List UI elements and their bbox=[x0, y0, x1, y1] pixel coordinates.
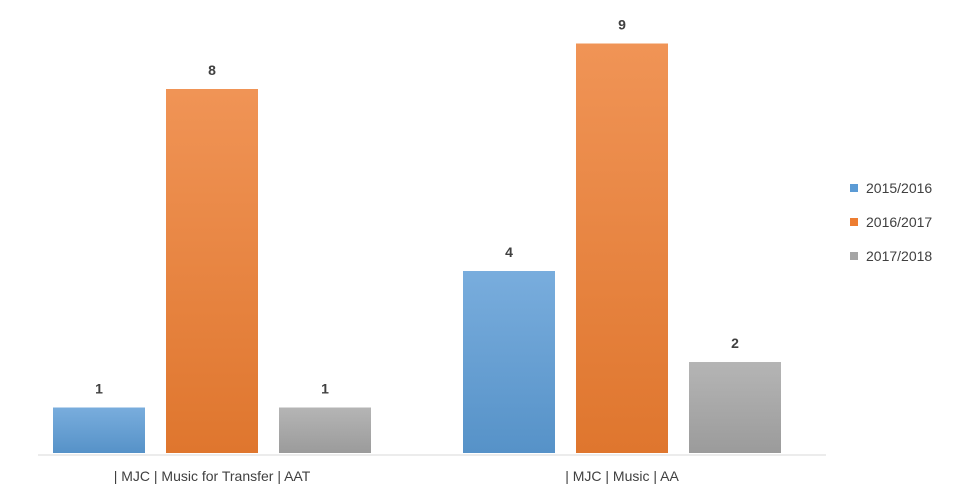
legend-label: 2016/2017 bbox=[866, 214, 933, 230]
legend-item: 2016/2017 bbox=[850, 210, 960, 234]
bar-2017-2018-group-2 bbox=[689, 362, 781, 453]
legend: 2015/2016 2016/2017 2017/2018 bbox=[850, 176, 960, 278]
data-labels-layer: 1 8 1 4 9 2 bbox=[95, 17, 739, 397]
x-tick-label: | MJC | Music | AA bbox=[565, 468, 679, 484]
bar-2015-2016-group-2 bbox=[463, 271, 555, 453]
data-label: 9 bbox=[618, 17, 626, 33]
data-label: 1 bbox=[321, 381, 329, 397]
data-label: 4 bbox=[505, 244, 513, 260]
x-tick-label: | MJC | Music for Transfer | AAT bbox=[114, 468, 311, 484]
legend-label: 2015/2016 bbox=[866, 180, 933, 196]
legend-swatch bbox=[850, 252, 858, 260]
legend-item: 2015/2016 bbox=[850, 176, 960, 200]
bar-2016-2017-group-1 bbox=[166, 89, 258, 453]
legend-swatch bbox=[850, 218, 858, 226]
data-label: 1 bbox=[95, 381, 103, 397]
bar-2015-2016-group-1 bbox=[53, 407, 145, 453]
x-tick-labels-layer: | MJC | Music for Transfer | AAT | MJC | … bbox=[114, 468, 680, 484]
bar-2016-2017-group-2 bbox=[576, 43, 668, 453]
bar-2017-2018-group-1 bbox=[279, 407, 371, 453]
data-label: 8 bbox=[208, 62, 216, 78]
bars-layer bbox=[53, 43, 781, 453]
legend-item: 2017/2018 bbox=[850, 244, 960, 268]
legend-swatch bbox=[850, 184, 858, 192]
data-label: 2 bbox=[731, 335, 739, 351]
legend-label: 2017/2018 bbox=[866, 248, 933, 264]
